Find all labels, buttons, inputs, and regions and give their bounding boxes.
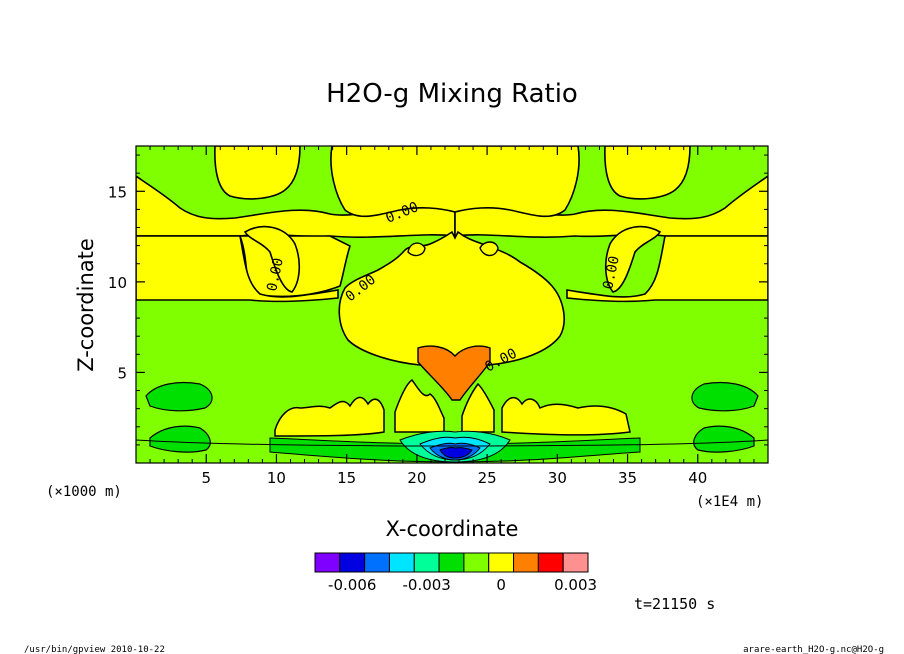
- x-tick-label: 30: [548, 469, 567, 487]
- plot-frame: [135, 145, 769, 464]
- x-tick-label: 20: [407, 469, 426, 487]
- core-orange: [417, 345, 491, 401]
- x-tick-label: 40: [688, 469, 707, 487]
- colorbar-tick-label: -0.006: [328, 576, 376, 594]
- colorbar-tick-label: 0: [496, 576, 506, 594]
- footer-right: arare-earth_H2O-g.nc@H2O-g: [743, 645, 884, 654]
- positive-hook-left: [243, 225, 301, 293]
- negative-patch-right-upper: [691, 381, 759, 412]
- colorbar-swatch: [537, 552, 564, 573]
- positive-region-mid-right: [566, 235, 768, 303]
- contour-label: 0.00: [600, 255, 623, 291]
- x-tick-label: 25: [478, 469, 497, 487]
- positive-hook-right: [604, 225, 662, 293]
- negative-patch-right-lower: [693, 425, 755, 453]
- y-tick-label: 5: [117, 364, 127, 382]
- contour-label: 0.00: [264, 257, 287, 293]
- positive-blob-b: [479, 241, 499, 257]
- colorbar-swatch: [388, 552, 415, 573]
- surface-contour-line: [136, 439, 768, 447]
- x-tick-label: 5: [201, 469, 211, 487]
- colorbar-swatch: [413, 552, 440, 573]
- colorbar-swatch: [438, 552, 465, 573]
- x-tick-label: 15: [337, 469, 356, 487]
- colorbar: [314, 552, 589, 573]
- negative-patch-left-lower: [149, 425, 211, 453]
- x-axis-title: X-coordinate: [386, 517, 519, 541]
- colorbar-swatch: [488, 552, 515, 573]
- y-tick-label: 10: [108, 274, 127, 292]
- colorbar-swatch: [513, 552, 539, 573]
- low-level-cells: [274, 378, 631, 437]
- y-axis-title: Z-coordinate: [74, 238, 98, 372]
- negative-patch-left-upper: [145, 381, 213, 412]
- x-unit-left-label: (×1000 m): [46, 484, 122, 500]
- positive-lobe-top-left: [214, 146, 301, 200]
- y-tick-label: 15: [108, 183, 127, 201]
- y-axis: 5 10 15: [108, 154, 768, 446]
- positive-region-mid-left-lower: [136, 235, 339, 303]
- positive-lobe-top-center: [330, 146, 580, 218]
- x-tick-label: 10: [267, 469, 286, 487]
- time-label: t=21150 s: [634, 595, 715, 613]
- footer-left: /usr/bin/gpview 2010-10-22: [24, 645, 165, 654]
- x-tick-label: 35: [618, 469, 637, 487]
- colorbar-swatch: [562, 552, 589, 573]
- positive-blob-a: [407, 242, 426, 257]
- colorbar-swatch: [339, 552, 366, 573]
- colorbar-tick-labels: -0.006 -0.003 0 0.003: [328, 576, 597, 594]
- central-plume: [338, 230, 565, 366]
- colorbar-swatch: [364, 552, 390, 573]
- chart-title: H2O-g Mixing Ratio: [326, 79, 578, 109]
- x-axis: 5 10 15 20 25 30 35 40: [149, 146, 755, 487]
- contour-field: [136, 146, 768, 463]
- colorbar-swatch: [463, 552, 490, 573]
- x-unit-right-label: (×1E4 m): [696, 494, 763, 510]
- negative-darkblue-core: [439, 447, 473, 459]
- colorbar-tick-label: 0.003: [554, 576, 597, 594]
- colorbar-swatch: [314, 552, 341, 573]
- positive-lobe-top-right: [604, 146, 691, 200]
- colorbar-tick-label: -0.003: [403, 576, 451, 594]
